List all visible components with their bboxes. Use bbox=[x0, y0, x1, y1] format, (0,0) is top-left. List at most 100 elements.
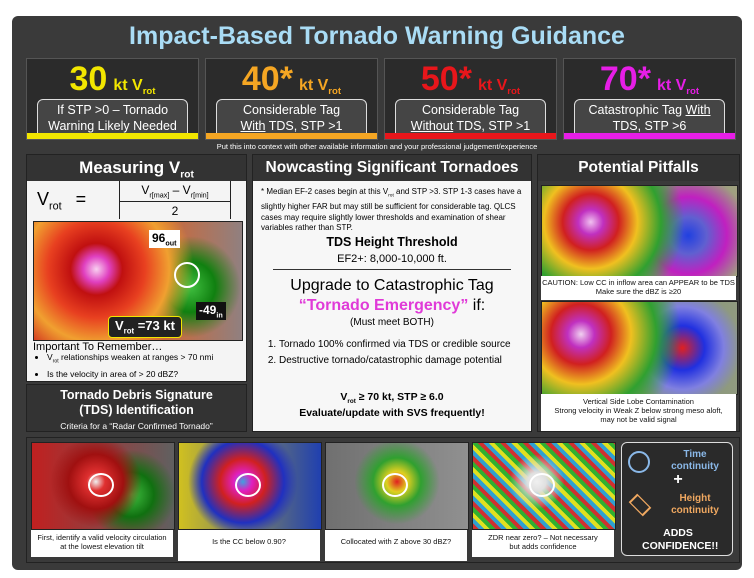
threshold-box: 30 kt Vrot If STP >0 – Tornado Warning Like… bbox=[26, 58, 199, 140]
step-caption: First, identify a valid velocity circula… bbox=[31, 530, 173, 557]
step-caption: Collocated with Z above 30 dBZ? bbox=[325, 530, 467, 561]
num-b: V bbox=[182, 183, 191, 197]
caption-line: at the lowest elevation tilt bbox=[60, 542, 144, 551]
step-circle bbox=[529, 473, 555, 497]
threshold-desc: Considerable Tag Without TDS, STP >1 bbox=[395, 99, 546, 139]
pitfalls-heading: Potential Pitfalls bbox=[538, 155, 739, 181]
unit-text: kt V bbox=[477, 77, 508, 94]
out-val: 96 bbox=[152, 231, 166, 245]
color-bar bbox=[206, 133, 377, 139]
title: Impact-Based Tornado Warning Guidance bbox=[129, 22, 625, 50]
note-sub: rot bbox=[388, 193, 394, 199]
emergency-line: “Tornado Emergency” if: bbox=[253, 297, 531, 315]
adds-confidence: ADDS CONFIDENCE!! bbox=[642, 527, 719, 552]
unit-sub: rot bbox=[142, 86, 156, 98]
desc-line: Warning Likely Needed bbox=[38, 118, 187, 134]
step-image bbox=[325, 442, 469, 530]
tds-panel: Tornado Debris Signature (TDS) Identific… bbox=[26, 384, 247, 432]
unit-text: kt V bbox=[298, 77, 329, 94]
unit: kt Vrot bbox=[656, 77, 700, 98]
caption-line: Collocated with Z above 30 dBZ? bbox=[340, 537, 452, 546]
circulation-circle bbox=[174, 262, 200, 288]
desc-part: With bbox=[240, 119, 266, 133]
caption-line: Is the CC below 0.90? bbox=[212, 537, 286, 546]
threshold-value: 70* kt Vrot bbox=[564, 59, 735, 112]
vrot-label: Vrot =73 kt bbox=[108, 316, 182, 338]
vrot-val: =73 kt bbox=[134, 318, 175, 333]
nowcasting-heading: Nowcasting Significant Tornadoes bbox=[253, 155, 531, 181]
confidence-box: Time continuity + Height continuity ADDS… bbox=[621, 442, 733, 556]
step-image bbox=[472, 442, 616, 530]
context-note: Put this into context with other availab… bbox=[216, 142, 538, 151]
remember-item: Vrot relationships weaken at ranges > 70… bbox=[47, 351, 213, 368]
desc-line: Catastrophic Tag With bbox=[575, 102, 724, 118]
pitfall-caption-2: Vertical Side Lobe Contamination Strong v… bbox=[541, 394, 736, 431]
color-bar bbox=[27, 133, 198, 139]
step-circle bbox=[235, 473, 261, 497]
color-bar bbox=[564, 133, 735, 139]
color-bar bbox=[385, 133, 556, 139]
desc-line: Considerable Tag bbox=[396, 102, 545, 118]
tds-height-heading: TDS Height Threshold bbox=[326, 235, 458, 249]
layers-icon bbox=[628, 493, 652, 517]
desc-part: If STP >0 – Tornado bbox=[56, 103, 169, 117]
criteria-pre: V bbox=[340, 391, 348, 403]
tds-heading: Tornado Debris Signature (TDS) Identific… bbox=[60, 388, 213, 417]
item-post: relationships weaken at ranges > 70 nmi bbox=[58, 352, 214, 362]
caption-line: Strong velocity in Weak Z below strong m… bbox=[554, 406, 723, 415]
vrot-v: V bbox=[115, 318, 124, 333]
step-circle bbox=[382, 473, 408, 497]
in-label: -49in bbox=[196, 302, 226, 321]
threshold-box: 50* kt Vrot Considerable Tag Without TDS, S… bbox=[384, 58, 557, 140]
formula-fraction: Vr[max] – Vr[min] 2 bbox=[119, 181, 231, 219]
caption-line: but adds confidence bbox=[509, 542, 577, 551]
criteria-post: ≥ 70 kt, STP ≥ 6.0 bbox=[355, 391, 444, 403]
step-image bbox=[31, 442, 175, 530]
nowcasting-panel: Nowcasting Significant Tornadoes * Media… bbox=[252, 154, 532, 432]
time-continuity: Time continuity bbox=[671, 449, 719, 472]
unit-text: kt V bbox=[656, 77, 687, 94]
caption-line: may not be valid signal bbox=[600, 415, 677, 424]
formula-left: Vrot = bbox=[37, 189, 86, 213]
desc-line: Without TDS, STP >1 bbox=[396, 118, 545, 134]
heading-sub: rot bbox=[180, 169, 194, 181]
desc-part: Considerable Tag bbox=[242, 103, 341, 117]
unit: kt Vrot bbox=[113, 77, 156, 98]
measuring-heading: Measuring Vrot bbox=[27, 155, 246, 181]
velocity-image: 96out -49in Vrot =73 kt bbox=[33, 221, 243, 341]
plus: + bbox=[673, 471, 683, 488]
remember-list: Vrot relationships weaken at ranges > 70… bbox=[27, 351, 213, 380]
threshold-desc: Catastrophic Tag With TDS, STP >6 bbox=[574, 99, 725, 139]
heading-text: Measuring V bbox=[79, 158, 181, 177]
caption-line: ZDR near zero? – Not necessary bbox=[488, 533, 598, 542]
desc-part: Warning Likely Needed bbox=[48, 119, 177, 133]
tds-criteria: Criteria for a “Radar Confirmed Tornado” bbox=[60, 421, 213, 431]
unit: kt Vrot bbox=[298, 77, 341, 97]
out-label: 96out bbox=[149, 230, 180, 249]
num-b-sub: r[min] bbox=[190, 190, 209, 200]
minus: – bbox=[169, 183, 183, 197]
desc-line: If STP >0 – Tornado bbox=[38, 102, 187, 118]
formula-den: 2 bbox=[171, 204, 179, 219]
in-val: -49 bbox=[199, 303, 217, 317]
item-sub: rot bbox=[52, 358, 59, 365]
item-pre: V bbox=[47, 352, 53, 362]
unit-sub: rot bbox=[686, 86, 700, 98]
criteria-list: Tornado 100% confirmed via TDS or credib… bbox=[253, 339, 515, 371]
desc-part: Catastrophic Tag bbox=[588, 103, 686, 117]
criteria-sub: rot bbox=[347, 398, 356, 406]
clock-icon bbox=[628, 451, 650, 473]
desc-part: Without bbox=[410, 119, 454, 133]
evaluate: Evaluate/update with SVS frequently! bbox=[299, 407, 485, 419]
emergency: “Tornado Emergency” bbox=[298, 297, 469, 314]
threshold-value: 30 kt Vrot bbox=[27, 59, 198, 112]
note-post: and STP >3. STP 1-3 cases have a slightl… bbox=[261, 187, 522, 233]
desc-line: With TDS, STP >1 bbox=[217, 118, 366, 134]
formula-eq: = bbox=[75, 189, 87, 209]
criteria-item: Destructive tornado/catastrophic damage … bbox=[279, 355, 515, 367]
formula-v: V bbox=[37, 189, 50, 209]
desc-part: TDS, STP >1 bbox=[265, 119, 343, 133]
threshold-desc: Considerable Tag With TDS, STP >1 bbox=[216, 99, 367, 139]
desc-part: Considerable Tag bbox=[421, 103, 520, 117]
desc-part: TDS, STP >6 bbox=[612, 119, 687, 133]
